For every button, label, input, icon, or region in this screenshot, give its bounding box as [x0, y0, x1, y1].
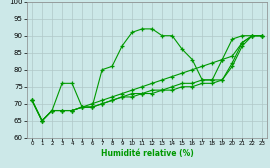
X-axis label: Humidité relative (%): Humidité relative (%): [101, 149, 194, 158]
